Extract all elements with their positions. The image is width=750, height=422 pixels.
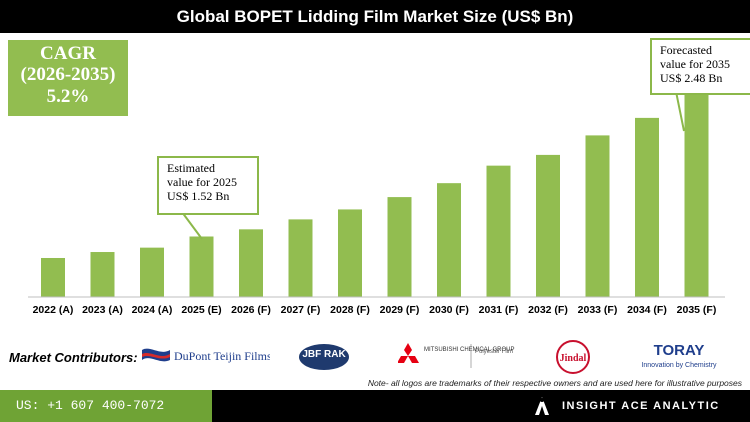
cagr-value: 5.2% xyxy=(46,86,90,107)
bar-chart: 2022 (A) 2023 (A) 2024 (A) 2025 (E) 2026 (F)… xyxy=(28,51,725,316)
bar-2035-f xyxy=(684,94,709,297)
toray-tagline: Innovation by Chemistry xyxy=(641,362,717,369)
cagr-label: CAGR xyxy=(40,43,96,64)
estimated-line3: US$ 1.52 Bn xyxy=(167,189,230,203)
x-tick-label: 2023 (A) xyxy=(82,304,123,316)
x-tick-label: 2027 (F) xyxy=(281,304,321,316)
x-tick-label: 2029 (F) xyxy=(380,304,420,316)
mitsubishi-logo: MITSUBISHI CHEMICAL GROUP Polyester Film xyxy=(398,343,514,368)
bar-2027-f xyxy=(288,219,313,297)
x-tick-label: 2025 (E) xyxy=(181,304,221,316)
estimated-line2: value for 2025 xyxy=(167,175,237,189)
x-tick-label: 2024 (A) xyxy=(132,304,173,316)
bar-2032-f xyxy=(536,154,560,297)
x-tick-label: 2022 (A) xyxy=(33,304,74,316)
polyester-film-text: Polyester Film xyxy=(475,349,513,355)
jindal-logo-text: Jindal xyxy=(560,353,587,364)
x-tick-label: 2026 (F) xyxy=(231,304,271,316)
x-tick-labels: 2022 (A) 2023 (A) 2024 (A) 2025 (E) 2026 (F)… xyxy=(33,304,717,316)
forecasted-line3: US$ 2.48 Bn xyxy=(660,71,723,85)
bar-2022-a xyxy=(41,257,65,297)
x-tick-label: 2031 (F) xyxy=(479,304,519,316)
bar-2031-f xyxy=(486,165,511,297)
forecasted-line1: Forecasted xyxy=(660,43,712,57)
contributors-label: Market Contributors: xyxy=(9,350,138,365)
cagr-box: CAGR (2026-2035) 5.2% xyxy=(8,40,128,116)
bar-2030-f xyxy=(437,183,461,297)
x-tick-label: 2032 (F) xyxy=(528,304,568,316)
jbf-logo: JBF RAK xyxy=(299,344,349,370)
brand-name: INSIGHT ACE ANALYTIC xyxy=(562,400,720,412)
toray-logo: TORAY Innovation by Chemistry xyxy=(641,342,717,369)
estimated-callout: Estimated value for 2025 US$ 1.52 Bn xyxy=(157,156,259,215)
forecasted-line2: value for 2035 xyxy=(660,57,730,71)
bar-2024-a xyxy=(140,247,164,297)
estimated-line1: Estimated xyxy=(167,161,215,175)
toray-logo-text: TORAY xyxy=(654,342,705,359)
bar-2023-a xyxy=(90,252,115,297)
x-tick-label: 2034 (F) xyxy=(627,304,667,316)
bar-2029-f xyxy=(387,197,412,297)
insight-ace-logo-icon xyxy=(535,397,549,415)
footer-bar: US: +1 607 400-7072 INSIGHT ACE ANALYTIC xyxy=(0,390,750,422)
bar-2025-e xyxy=(189,236,214,297)
chart-title: Global BOPET Lidding Film Market Size (U… xyxy=(0,0,750,33)
bar-2028-f xyxy=(338,209,362,297)
contributors-bar xyxy=(0,329,750,385)
bar-2034-f xyxy=(635,117,659,297)
forecasted-callout: Forecasted value for 2035 US$ 2.48 Bn xyxy=(650,38,750,95)
trademark-note: Note- all logos are trademarks of their … xyxy=(367,378,742,388)
x-tick-label: 2030 (F) xyxy=(429,304,469,316)
cagr-period: (2026-2035) xyxy=(20,64,116,85)
dupont-logo-text: DuPont Teijin Films xyxy=(174,349,270,363)
phone-number[interactable]: US: +1 607 400-7072 xyxy=(0,390,212,422)
x-tick-label: 2035 (F) xyxy=(677,304,717,316)
dupont-teijin-logo: DuPont Teijin Films xyxy=(142,348,270,363)
x-tick-label: 2033 (F) xyxy=(578,304,618,316)
jindal-logo: Jindal xyxy=(556,340,590,374)
bars-group xyxy=(41,94,709,297)
bar-2033-f xyxy=(585,135,610,297)
x-tick-label: 2028 (F) xyxy=(330,304,370,316)
mitsubishi-logo-text: MITSUBISHI CHEMICAL GROUP xyxy=(424,347,514,353)
bar-2026-f xyxy=(239,229,263,297)
jbf-logo-text: JBF RAK xyxy=(302,349,346,360)
